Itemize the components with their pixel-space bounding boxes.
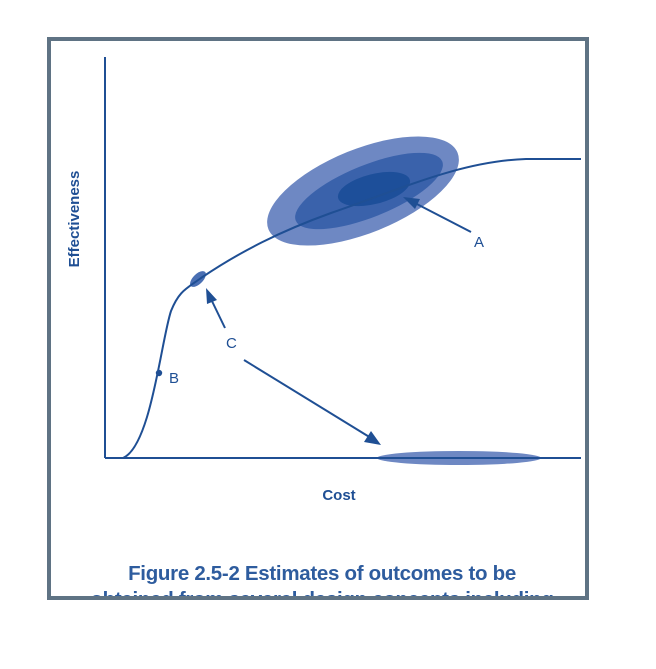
arrow-bottom-shaft <box>243 359 372 439</box>
diagram-canvas: B A C Cost Effectiveness <box>66 57 581 504</box>
caption-line-1: Figure 2.5-2 Estimates of outcomes to be <box>128 562 516 585</box>
figure-frame: B A C Cost Effectiveness Figure 2.5-2 Es… <box>47 37 589 600</box>
figure-caption: Figure 2.5-2 Estimates of outcomes to be… <box>51 561 585 600</box>
arrow-c-head <box>206 288 217 304</box>
arrow-a-head <box>403 197 420 209</box>
arrow-bottom-head <box>364 431 381 445</box>
label-b: B <box>169 370 179 387</box>
arrow-a-shaft <box>410 200 472 233</box>
y-axis-label: Effectiveness <box>66 171 83 268</box>
label-c: C <box>226 335 237 352</box>
arrow-c-shaft <box>209 296 226 329</box>
point-b <box>155 369 163 377</box>
caption-line-2: obtained from several design concepts in… <box>90 588 554 600</box>
label-a: A <box>474 234 484 251</box>
ellipse-a-inner <box>337 171 411 207</box>
x-axis-label: Cost <box>322 487 355 504</box>
effectiveness-curve <box>122 158 581 459</box>
